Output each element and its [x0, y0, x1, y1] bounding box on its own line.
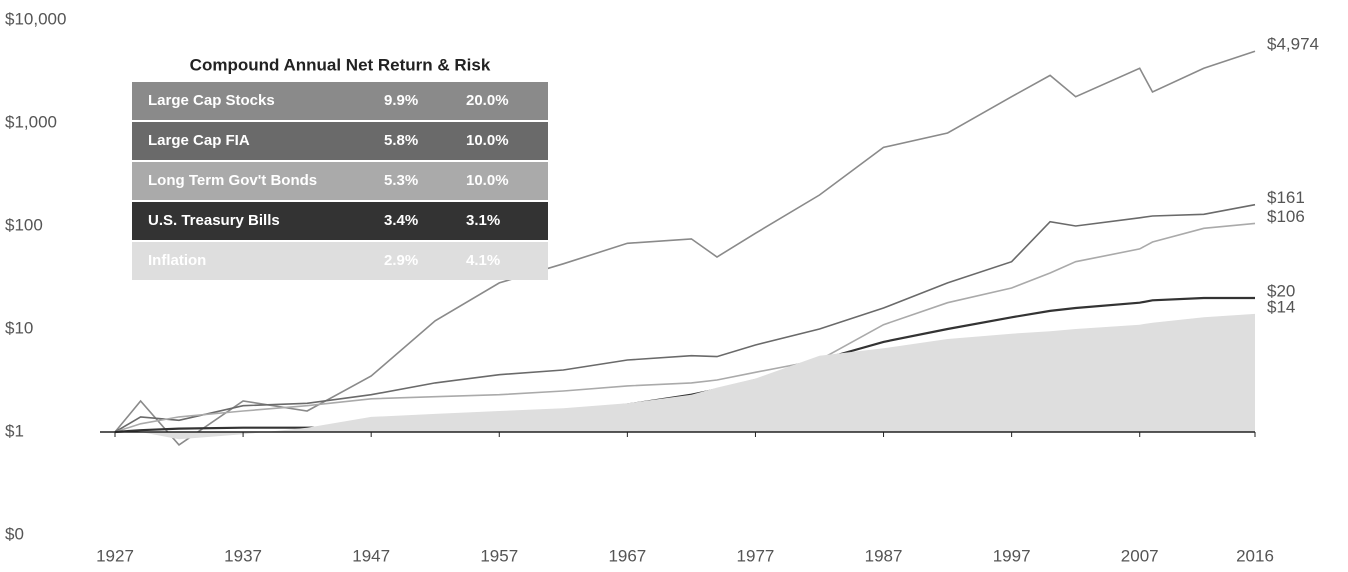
legend-risk: 4.1% [466, 252, 500, 269]
legend-row [132, 202, 548, 240]
legend-risk: 3.1% [466, 212, 500, 229]
legend-name: Large Cap Stocks [148, 92, 275, 109]
legend-risk: 20.0% [466, 92, 509, 109]
end-label: $161 [1267, 188, 1305, 207]
x-tick-label: 2016 [1236, 546, 1274, 565]
legend-risk: 10.0% [466, 132, 509, 149]
end-label: $14 [1267, 297, 1295, 316]
end-label: $4,974 [1267, 35, 1319, 54]
line [114, 203, 1256, 433]
x-tick-label: 1977 [737, 546, 775, 565]
y-tick-label: $10,000 [5, 9, 66, 28]
end-label: $20 [1267, 281, 1295, 300]
y-tick-label: $1 [5, 421, 24, 440]
x-tick-label: 1947 [352, 546, 390, 565]
y-tick-label: $1,000 [5, 112, 57, 131]
y-tick-label: $10 [5, 318, 33, 337]
line [114, 222, 1256, 433]
legend-risk: 10.0% [466, 172, 509, 189]
legend-name: U.S. Treasury Bills [148, 212, 280, 229]
x-tick-label: 1957 [480, 546, 518, 565]
legend-row [132, 82, 548, 120]
x-tick-label: 1937 [224, 546, 262, 565]
legend-return: 5.8% [384, 132, 418, 149]
legend-return: 3.4% [384, 212, 418, 229]
legend-name: Long Term Gov't Bonds [148, 172, 317, 189]
legend-title: Compound Annual Net Return & Risk [190, 55, 491, 74]
legend-row [132, 162, 548, 200]
legend-title-bg [132, 42, 548, 82]
area [115, 313, 1255, 440]
legend-return: 2.9% [384, 252, 418, 269]
x-tick-label: 1997 [993, 546, 1031, 565]
y-tick-label: $100 [5, 215, 43, 234]
x-tick-label: 1927 [96, 546, 134, 565]
x-tick-label: 1987 [865, 546, 903, 565]
end-label: $106 [1267, 207, 1305, 226]
legend-return: 5.3% [384, 172, 418, 189]
y-tick-label: $0 [5, 524, 24, 543]
legend-return: 9.9% [384, 92, 418, 109]
x-tick-label: 1967 [608, 546, 646, 565]
legend-name: Inflation [148, 252, 206, 269]
legend-name: Large Cap FIA [148, 132, 250, 149]
legend-row [132, 122, 548, 160]
legend-row [132, 242, 548, 280]
x-tick-label: 2007 [1121, 546, 1159, 565]
